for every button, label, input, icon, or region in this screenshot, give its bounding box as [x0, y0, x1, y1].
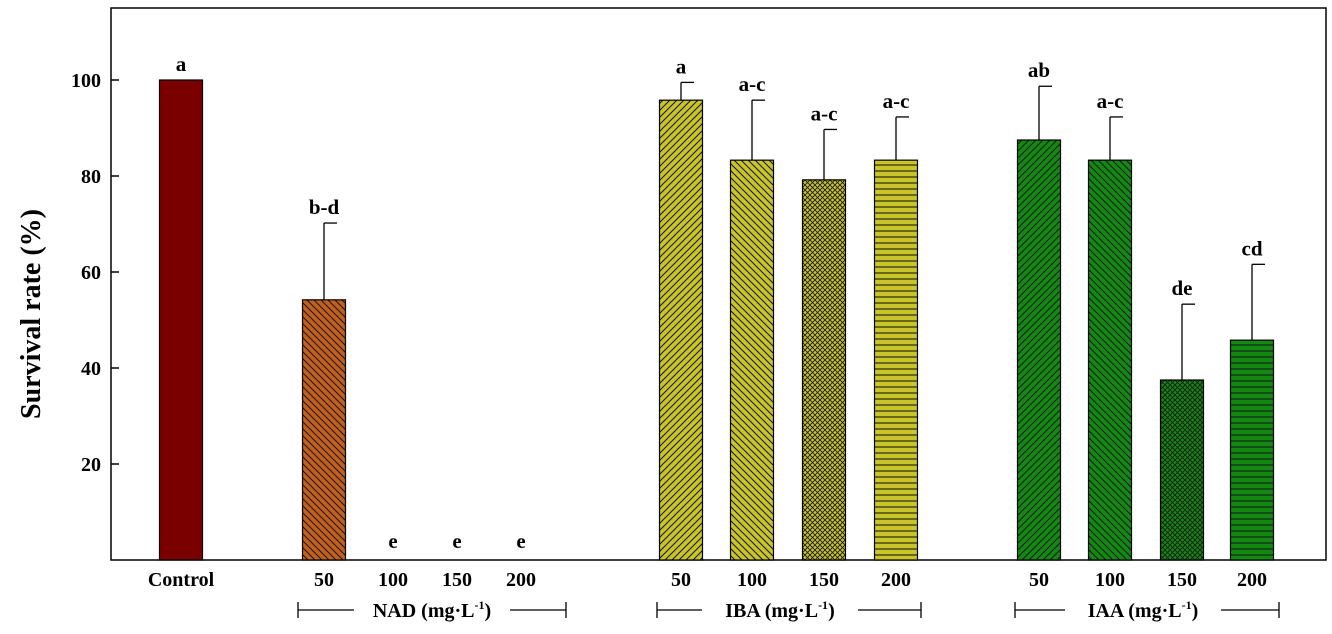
x-tick-label: 100 — [737, 569, 767, 591]
group-label-iaa: IAA (mg·L-1) — [1088, 598, 1199, 622]
y-tick-label: 80 — [81, 166, 101, 188]
bar-nad-50 — [301, 299, 347, 561]
x-tick-label: 200 — [506, 569, 536, 591]
bar-iaa-150 — [1159, 379, 1205, 561]
significance-label: ab — [1028, 58, 1050, 82]
significance-label: e — [516, 529, 525, 553]
x-tick-label: 100 — [378, 569, 408, 591]
bar-iaa-200 — [1229, 339, 1275, 561]
x-tick-label: 50 — [314, 569, 334, 591]
x-tick-label: Control — [148, 569, 215, 591]
significance-label: e — [388, 529, 397, 553]
x-tick-label: 50 — [1029, 569, 1049, 591]
bar-iba-50 — [658, 99, 704, 561]
y-axis-label: Survival rate (%) — [16, 209, 47, 419]
y-tick-label: 20 — [81, 454, 101, 476]
bar-iba-150 — [801, 179, 847, 561]
group-label-iba: IBA (mg·L-1) — [725, 598, 834, 622]
x-tick-label: 150 — [809, 569, 839, 591]
bar-iaa-50 — [1016, 139, 1062, 561]
significance-label: a — [176, 52, 187, 76]
x-tick-label: 200 — [1237, 569, 1267, 591]
significance-label: a — [676, 54, 687, 78]
axes — [110, 7, 1327, 618]
significance-label: a-c — [739, 72, 766, 96]
group-label-nad: NAD (mg·L-1) — [373, 598, 491, 622]
bar-iba-200 — [873, 159, 919, 561]
y-tick-label: 40 — [81, 358, 101, 380]
significance-label: a-c — [1097, 89, 1124, 113]
bar-iaa-100 — [1087, 159, 1133, 561]
x-tick-label: 150 — [442, 569, 472, 591]
significance-label: a-c — [811, 101, 838, 125]
x-tick-label: 100 — [1095, 569, 1125, 591]
labels: 20 40 60 80 100 Survival rate (%) a Control b-d 5… — [16, 52, 1267, 622]
bar-control — [158, 79, 204, 561]
plot-frame — [110, 7, 1327, 561]
x-tick-label: 200 — [881, 569, 911, 591]
significance-label: cd — [1242, 236, 1263, 260]
x-tick-label: 50 — [671, 569, 691, 591]
bar-iba-100 — [729, 159, 775, 561]
y-tick-label: 100 — [71, 70, 101, 92]
significance-label: de — [1172, 276, 1193, 300]
significance-label: b-d — [309, 195, 340, 219]
y-tick-label: 60 — [81, 262, 101, 284]
significance-label: e — [452, 529, 461, 553]
significance-label: a-c — [883, 89, 910, 113]
bars — [158, 79, 1275, 561]
x-tick-label: 150 — [1167, 569, 1197, 591]
